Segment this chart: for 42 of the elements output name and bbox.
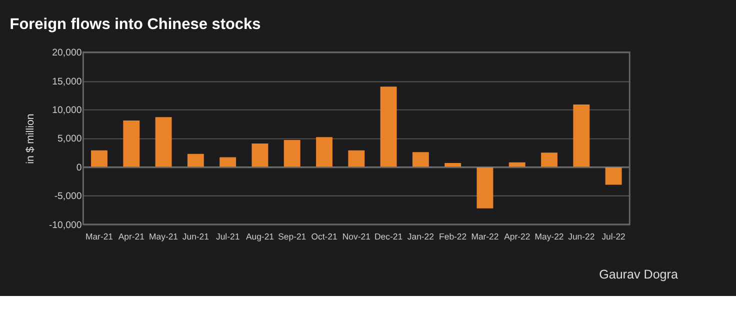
bar [252, 143, 268, 168]
bar [348, 150, 365, 168]
text: Gaurav Dogra [599, 268, 678, 282]
bar [476, 167, 494, 208]
x-tick-label: Aug-21 [246, 231, 274, 242]
bar [573, 104, 590, 168]
x-tick-label: Jul-22 [602, 231, 626, 242]
bar [187, 154, 204, 168]
x-tick-label: May-22 [534, 231, 564, 242]
x-tick-label: Apr-21 [118, 231, 145, 242]
chart-title: Foreign flows into Chinese stocks [10, 16, 261, 34]
x-tick-label: Oct-21 [311, 231, 338, 242]
y-tick-label: -5,000 [54, 191, 82, 202]
x-tick-label: Jul-21 [216, 231, 240, 242]
bar [316, 137, 332, 168]
x-tick-label: Nov-21 [342, 231, 371, 242]
y-axis-title: in $ million [24, 114, 36, 164]
bar [412, 152, 429, 168]
bar [220, 157, 236, 168]
y-tick-label: 10,000 [52, 105, 82, 116]
bar [155, 117, 172, 168]
y-tick-label: -10,000 [48, 220, 82, 231]
x-tick-label: Sep-21 [278, 231, 306, 242]
bar [123, 120, 140, 168]
x-tick-label: Jan-22 [407, 231, 434, 242]
x-tick-label: Apr-22 [504, 231, 530, 242]
y-tick-label: 15,000 [52, 76, 82, 88]
y-tick-label: 20,000 [52, 48, 82, 59]
bar [380, 86, 397, 168]
x-tick-label: Dec-21 [374, 231, 403, 242]
x-tick-label: Mar-21 [85, 231, 114, 242]
x-tick-label: Feb-22 [439, 231, 467, 242]
bar [541, 152, 558, 168]
y-tick-label: 5,000 [58, 134, 82, 145]
x-tick-label: Mar-22 [471, 231, 499, 242]
x-tick-label: Jun-21 [182, 231, 210, 242]
x-tick-label: Jun-22 [568, 231, 595, 242]
bar [605, 167, 622, 185]
x-tick-label: May-21 [149, 231, 178, 242]
bar [91, 150, 108, 168]
bar [284, 140, 300, 168]
y-tick-label: 0 [76, 162, 82, 174]
